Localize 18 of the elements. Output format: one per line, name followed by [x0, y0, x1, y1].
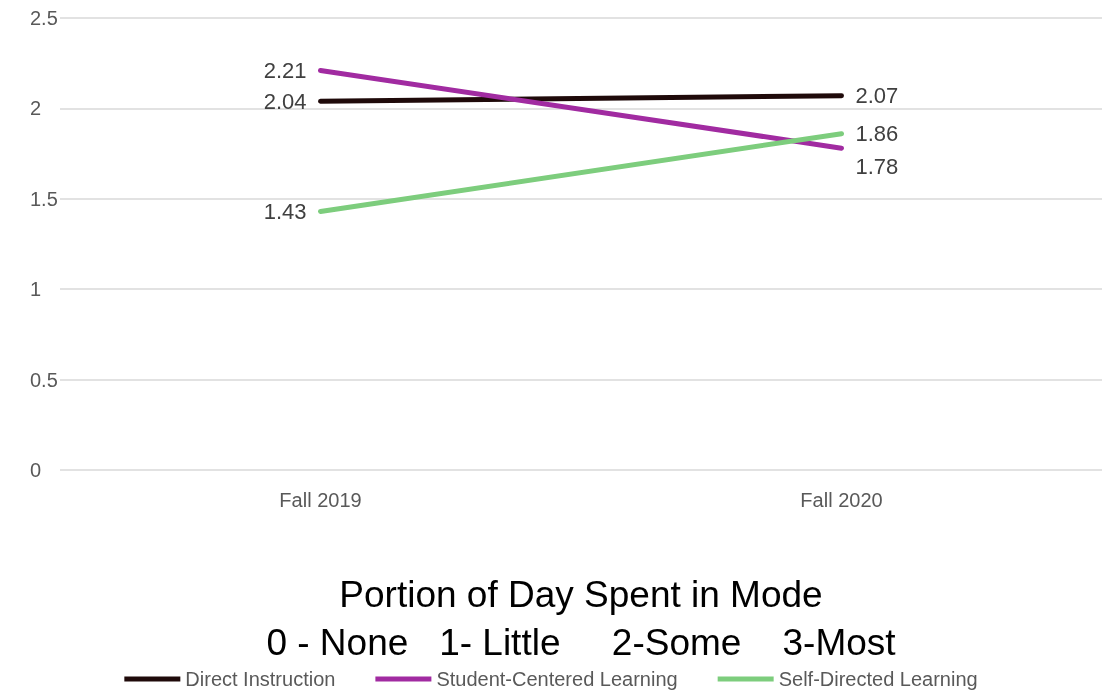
y-tick-label: 2.5: [30, 7, 58, 29]
data-label: 2.04: [263, 88, 307, 114]
y-tick-label: 2: [30, 97, 42, 120]
y-tick-label: 0: [30, 459, 42, 481]
x-axis-title: Portion of Day Spent in Mode 0 - None 1- Little 2-Some 3-Most: [266, 573, 897, 663]
legend-label: Student-Centered Learning: [436, 668, 678, 690]
data-label: 1.86: [855, 121, 899, 147]
data-label: 2.21: [263, 57, 307, 83]
y-tick-label: 1.5: [30, 187, 58, 210]
x-tick-label: Fall 2020: [800, 489, 883, 511]
legend-label: Direct Instruction: [185, 668, 336, 690]
legend-label: Self-Directed Learning: [778, 668, 978, 690]
data-label: 1.78: [855, 153, 899, 179]
data-label: 2.07: [855, 83, 899, 109]
y-tick-label: 0.5: [30, 368, 58, 391]
y-tick-label: 1: [30, 278, 42, 301]
x-tick-label: Fall 2019: [279, 489, 362, 511]
data-label: 1.43: [263, 198, 307, 224]
